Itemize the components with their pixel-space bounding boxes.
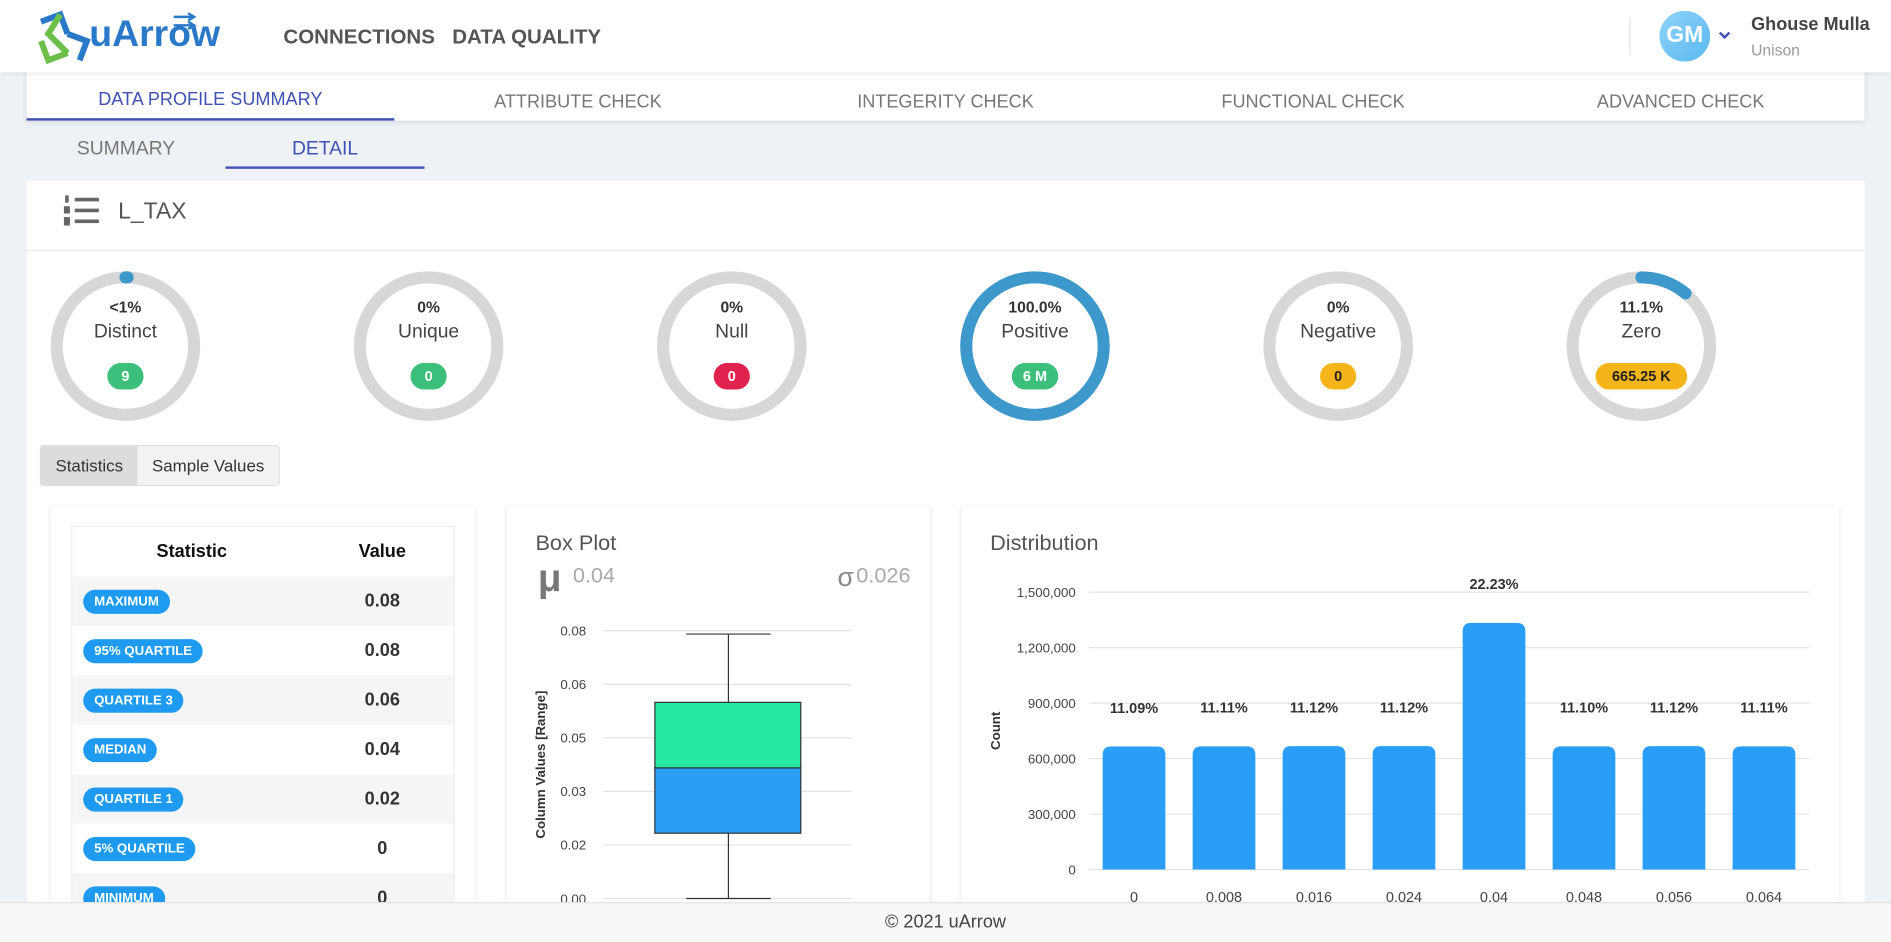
bar-label: 11.09% <box>1110 701 1158 717</box>
gauge-percent: <1% <box>110 299 142 316</box>
gauge-label: Zero <box>1622 322 1662 343</box>
gauge-percent: 0% <box>1327 299 1350 316</box>
gauge-arc <box>966 277 1103 414</box>
footer: © 2021 uArrow <box>0 902 1891 942</box>
nav-link[interactable]: DATA QUALITY <box>452 25 601 49</box>
bar-label: 11.11% <box>1740 701 1788 717</box>
bar <box>1103 747 1166 870</box>
bar <box>1373 746 1436 869</box>
bar <box>1193 746 1256 869</box>
badge-text: 6 M <box>1023 369 1047 385</box>
chevron[interactable] <box>1717 30 1731 42</box>
bar-label: 11.11% <box>1200 701 1248 717</box>
x-tick-label: 0.048 <box>1566 890 1602 902</box>
header: uArrow CONNECTIONS DATA QUALITY GM Ghous… <box>0 0 1891 72</box>
gauge-label: Null <box>715 322 748 343</box>
gauge-arc <box>1641 277 1685 293</box>
y-tick-label: 1,200,000 <box>1017 640 1076 655</box>
bar-label: 11.10% <box>1560 701 1608 717</box>
badge-text: 665.25 K <box>1612 369 1671 385</box>
bar <box>1733 746 1796 869</box>
gauge-ring <box>1573 277 1710 414</box>
gauge-percent: 0% <box>417 299 440 316</box>
y-tick-label: 0.06 <box>560 677 586 692</box>
y-tick-label: 0.08 <box>560 624 586 639</box>
chart-title: Box Plot <box>535 530 616 555</box>
bar <box>1283 746 1346 869</box>
nav-link[interactable]: CONNECTIONS <box>283 25 435 49</box>
mean-value: 0.04 <box>573 562 615 587</box>
x-tick-label: 0.024 <box>1386 890 1422 902</box>
y-tick-label: 900,000 <box>1028 696 1076 711</box>
y-tick-label: 0.00 <box>560 891 586 902</box>
logo-arrows <box>171 12 200 31</box>
chart-title: Distribution <box>990 530 1098 555</box>
bar-label: 11.12% <box>1290 700 1338 716</box>
y-tick-label: 1,500,000 <box>1017 585 1076 600</box>
x-tick-label: 0.016 <box>1296 890 1332 902</box>
std-symbol: σ <box>837 562 853 592</box>
badge-text: 0 <box>1334 369 1342 385</box>
bar <box>1553 746 1616 869</box>
gauge-ring <box>360 277 497 414</box>
x-tick-label: 0.064 <box>1746 890 1782 902</box>
user-org: Unison <box>1751 41 1800 59</box>
y-tick-label: 0.05 <box>560 731 586 746</box>
logo-text[interactable]: uArrow <box>89 12 220 55</box>
bar <box>1643 746 1706 869</box>
bar-label: 11.12% <box>1650 700 1698 716</box>
y-tick-label: 600,000 <box>1028 751 1076 766</box>
box-upper <box>655 702 801 768</box>
mean-symbol: μ <box>538 557 562 600</box>
gauge-ring <box>1269 277 1406 414</box>
badge-text: 0 <box>728 369 736 385</box>
y-axis-label: Column Values [Range] <box>533 691 548 839</box>
bar <box>1463 623 1526 870</box>
gauge-percent: 100.0% <box>1008 299 1061 316</box>
y-axis-label: Count <box>988 711 1003 750</box>
gauge-percent: 11.1% <box>1620 299 1664 316</box>
logo-icon <box>34 10 94 65</box>
x-tick-label: 0.056 <box>1656 890 1692 902</box>
badge-text: 9 <box>121 369 129 385</box>
y-tick-label: 0.03 <box>560 784 586 799</box>
gauge-label: Unique <box>398 322 459 343</box>
y-tick-label: 300,000 <box>1028 807 1076 822</box>
gauge-ring <box>663 277 800 414</box>
charts: <1% Distinct 9 0% Unique 0 0% Null 0 100.0% Positi… <box>0 0 1891 902</box>
gauge-label: Distinct <box>94 322 158 343</box>
y-tick-label: 0 <box>1068 862 1075 877</box>
content: DATA PROFILE SUMMARY ATTRIBUTE CHECK INT… <box>0 0 1891 902</box>
box-lower <box>655 768 801 833</box>
user-name: Ghouse Mulla <box>1751 14 1870 35</box>
std-value: 0.026 <box>856 562 910 587</box>
gauge-label: Negative <box>1300 322 1376 343</box>
separator <box>1629 17 1630 56</box>
bar-label: 11.12% <box>1380 700 1428 716</box>
gauge-ring <box>57 277 194 414</box>
x-tick-label: 0.04 <box>1480 890 1508 902</box>
gauge-percent: 0% <box>720 299 743 316</box>
bar-label: 22.23% <box>1469 577 1518 593</box>
x-tick-label: 0 <box>1130 890 1138 902</box>
gauge-label: Positive <box>1001 322 1069 343</box>
x-tick-label: 0.008 <box>1206 890 1242 902</box>
y-tick-label: 0.02 <box>560 838 586 853</box>
avatar[interactable]: GM <box>1659 11 1710 62</box>
badge-text: 0 <box>425 369 433 385</box>
